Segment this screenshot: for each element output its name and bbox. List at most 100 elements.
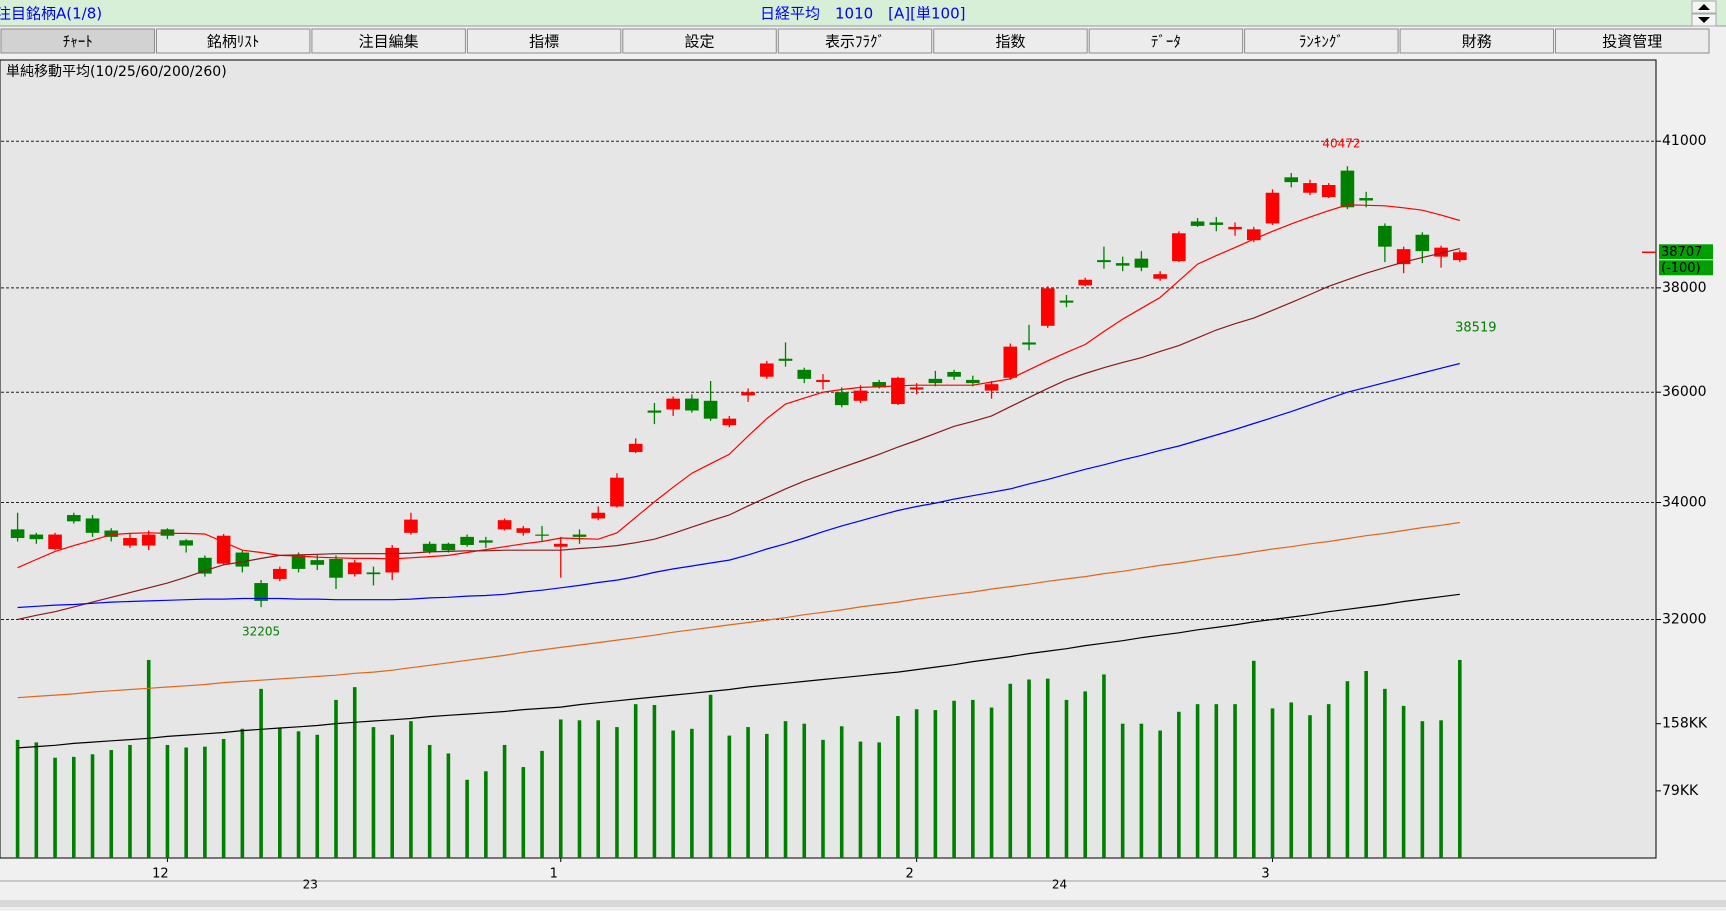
tab-label[interactable]: ﾗﾝｷﾝｸﾞ	[1299, 33, 1344, 51]
candle-body	[1284, 177, 1299, 183]
tab[interactable]	[1088, 28, 1244, 54]
tab-label[interactable]: 注目編集	[359, 33, 419, 51]
tab[interactable]	[466, 28, 622, 54]
volume-bar	[596, 720, 601, 858]
volume-bar	[1420, 721, 1425, 858]
volume-bar	[1027, 679, 1031, 858]
tab-label[interactable]: 表示ﾌﾗｸﾞ	[825, 33, 885, 51]
volume-bar	[1064, 699, 1069, 858]
candle-body	[497, 520, 512, 530]
volume-bar	[1251, 660, 1256, 858]
volume-bar	[71, 756, 76, 858]
candle-body	[685, 398, 699, 411]
volume-bar	[690, 728, 694, 858]
y-tick-label: 34000	[1662, 495, 1707, 511]
tab[interactable]	[933, 28, 1088, 54]
candle-body	[366, 572, 381, 575]
candle-body	[1434, 247, 1448, 257]
low-label: 32205	[242, 625, 280, 639]
tab[interactable]	[777, 28, 933, 54]
tab-label[interactable]: 指標	[529, 33, 559, 51]
volume-bar	[914, 709, 919, 858]
candle-body	[1453, 252, 1467, 261]
volume-bar	[1345, 681, 1350, 858]
volume-bar	[521, 767, 526, 858]
volume-bar	[1139, 723, 1144, 858]
tab-label[interactable]: 財務	[1462, 33, 1492, 51]
volume-bar	[53, 757, 57, 858]
tab[interactable]	[622, 28, 777, 54]
tab-label[interactable]: ﾃﾞｰﾀ	[1151, 33, 1181, 51]
ma-value-label: 38519	[1455, 321, 1496, 336]
volume-bar	[1120, 723, 1125, 858]
candle-body	[1059, 300, 1074, 303]
volume-bar	[1439, 720, 1443, 858]
tab[interactable]	[1555, 28, 1710, 54]
x-tick-label: 12	[152, 867, 169, 882]
volume-bar	[427, 744, 432, 858]
list-name: 注目銘柄A(1/8)	[0, 5, 102, 23]
scroll-up-arrow	[1698, 4, 1710, 10]
volume-bar	[933, 710, 938, 858]
candle-body	[984, 384, 999, 391]
candle-body	[1078, 279, 1093, 286]
candle-body	[760, 363, 774, 377]
axis-pane	[1657, 60, 1726, 858]
volume-bar	[465, 779, 469, 858]
moving-average	[17, 248, 1460, 621]
candle-body	[909, 387, 924, 390]
volume-bar	[633, 704, 638, 858]
candle-body	[404, 519, 418, 533]
volume-bar	[371, 727, 376, 858]
volume-bar	[708, 694, 713, 858]
tab-label[interactable]: 指数	[995, 33, 1025, 51]
candle-body	[891, 377, 905, 405]
volume-bar	[989, 707, 994, 858]
candle-body	[1265, 192, 1280, 224]
volume-bar	[1233, 704, 1237, 858]
candle-body	[778, 358, 793, 361]
tab-label[interactable]: ﾁｬｰﾄ	[63, 33, 93, 51]
volume-bar	[540, 750, 544, 858]
volume-bar	[409, 721, 413, 858]
candle-body	[1415, 234, 1430, 252]
tab[interactable]	[155, 28, 311, 54]
volume-bar	[802, 723, 807, 858]
candle-body	[254, 583, 268, 601]
volume-bar	[1195, 704, 1200, 858]
tab-label[interactable]: 銘柄ﾘｽﾄ	[207, 33, 260, 51]
candle-body	[1303, 183, 1317, 193]
volume-bar	[146, 659, 151, 858]
volume-bar	[184, 747, 188, 858]
candle-body	[1115, 263, 1130, 266]
volume-bar	[858, 741, 863, 858]
tab[interactable]	[311, 28, 466, 54]
tab-label[interactable]: 設定	[685, 33, 715, 51]
volume-bar	[109, 750, 114, 858]
volume-bar	[1308, 715, 1312, 858]
volume-bar	[652, 705, 657, 858]
candle-body	[160, 529, 175, 536]
candle-body	[85, 518, 100, 533]
tab[interactable]	[1244, 28, 1399, 54]
tab[interactable]	[1399, 28, 1555, 54]
volume-bar	[502, 744, 507, 858]
candle-body	[441, 543, 456, 551]
y-tick-label: 36000	[1662, 384, 1707, 400]
candle-body	[1190, 221, 1205, 226]
x-tick-label: 1	[550, 867, 558, 882]
last-price: 38707	[1661, 245, 1702, 260]
volume-bar	[1008, 683, 1013, 858]
candle-body	[216, 535, 231, 564]
y-tick-label: 32000	[1662, 612, 1707, 628]
volume-bar	[746, 727, 750, 858]
volume-bar	[165, 744, 170, 858]
tab-label[interactable]: 投資管理	[1602, 33, 1662, 51]
change-label: (-100)	[1661, 261, 1701, 276]
volume-bar	[877, 742, 881, 858]
tab[interactable]	[0, 28, 155, 54]
volume-bar	[1045, 678, 1050, 858]
candle-body	[553, 543, 568, 547]
candle-body	[966, 379, 980, 384]
